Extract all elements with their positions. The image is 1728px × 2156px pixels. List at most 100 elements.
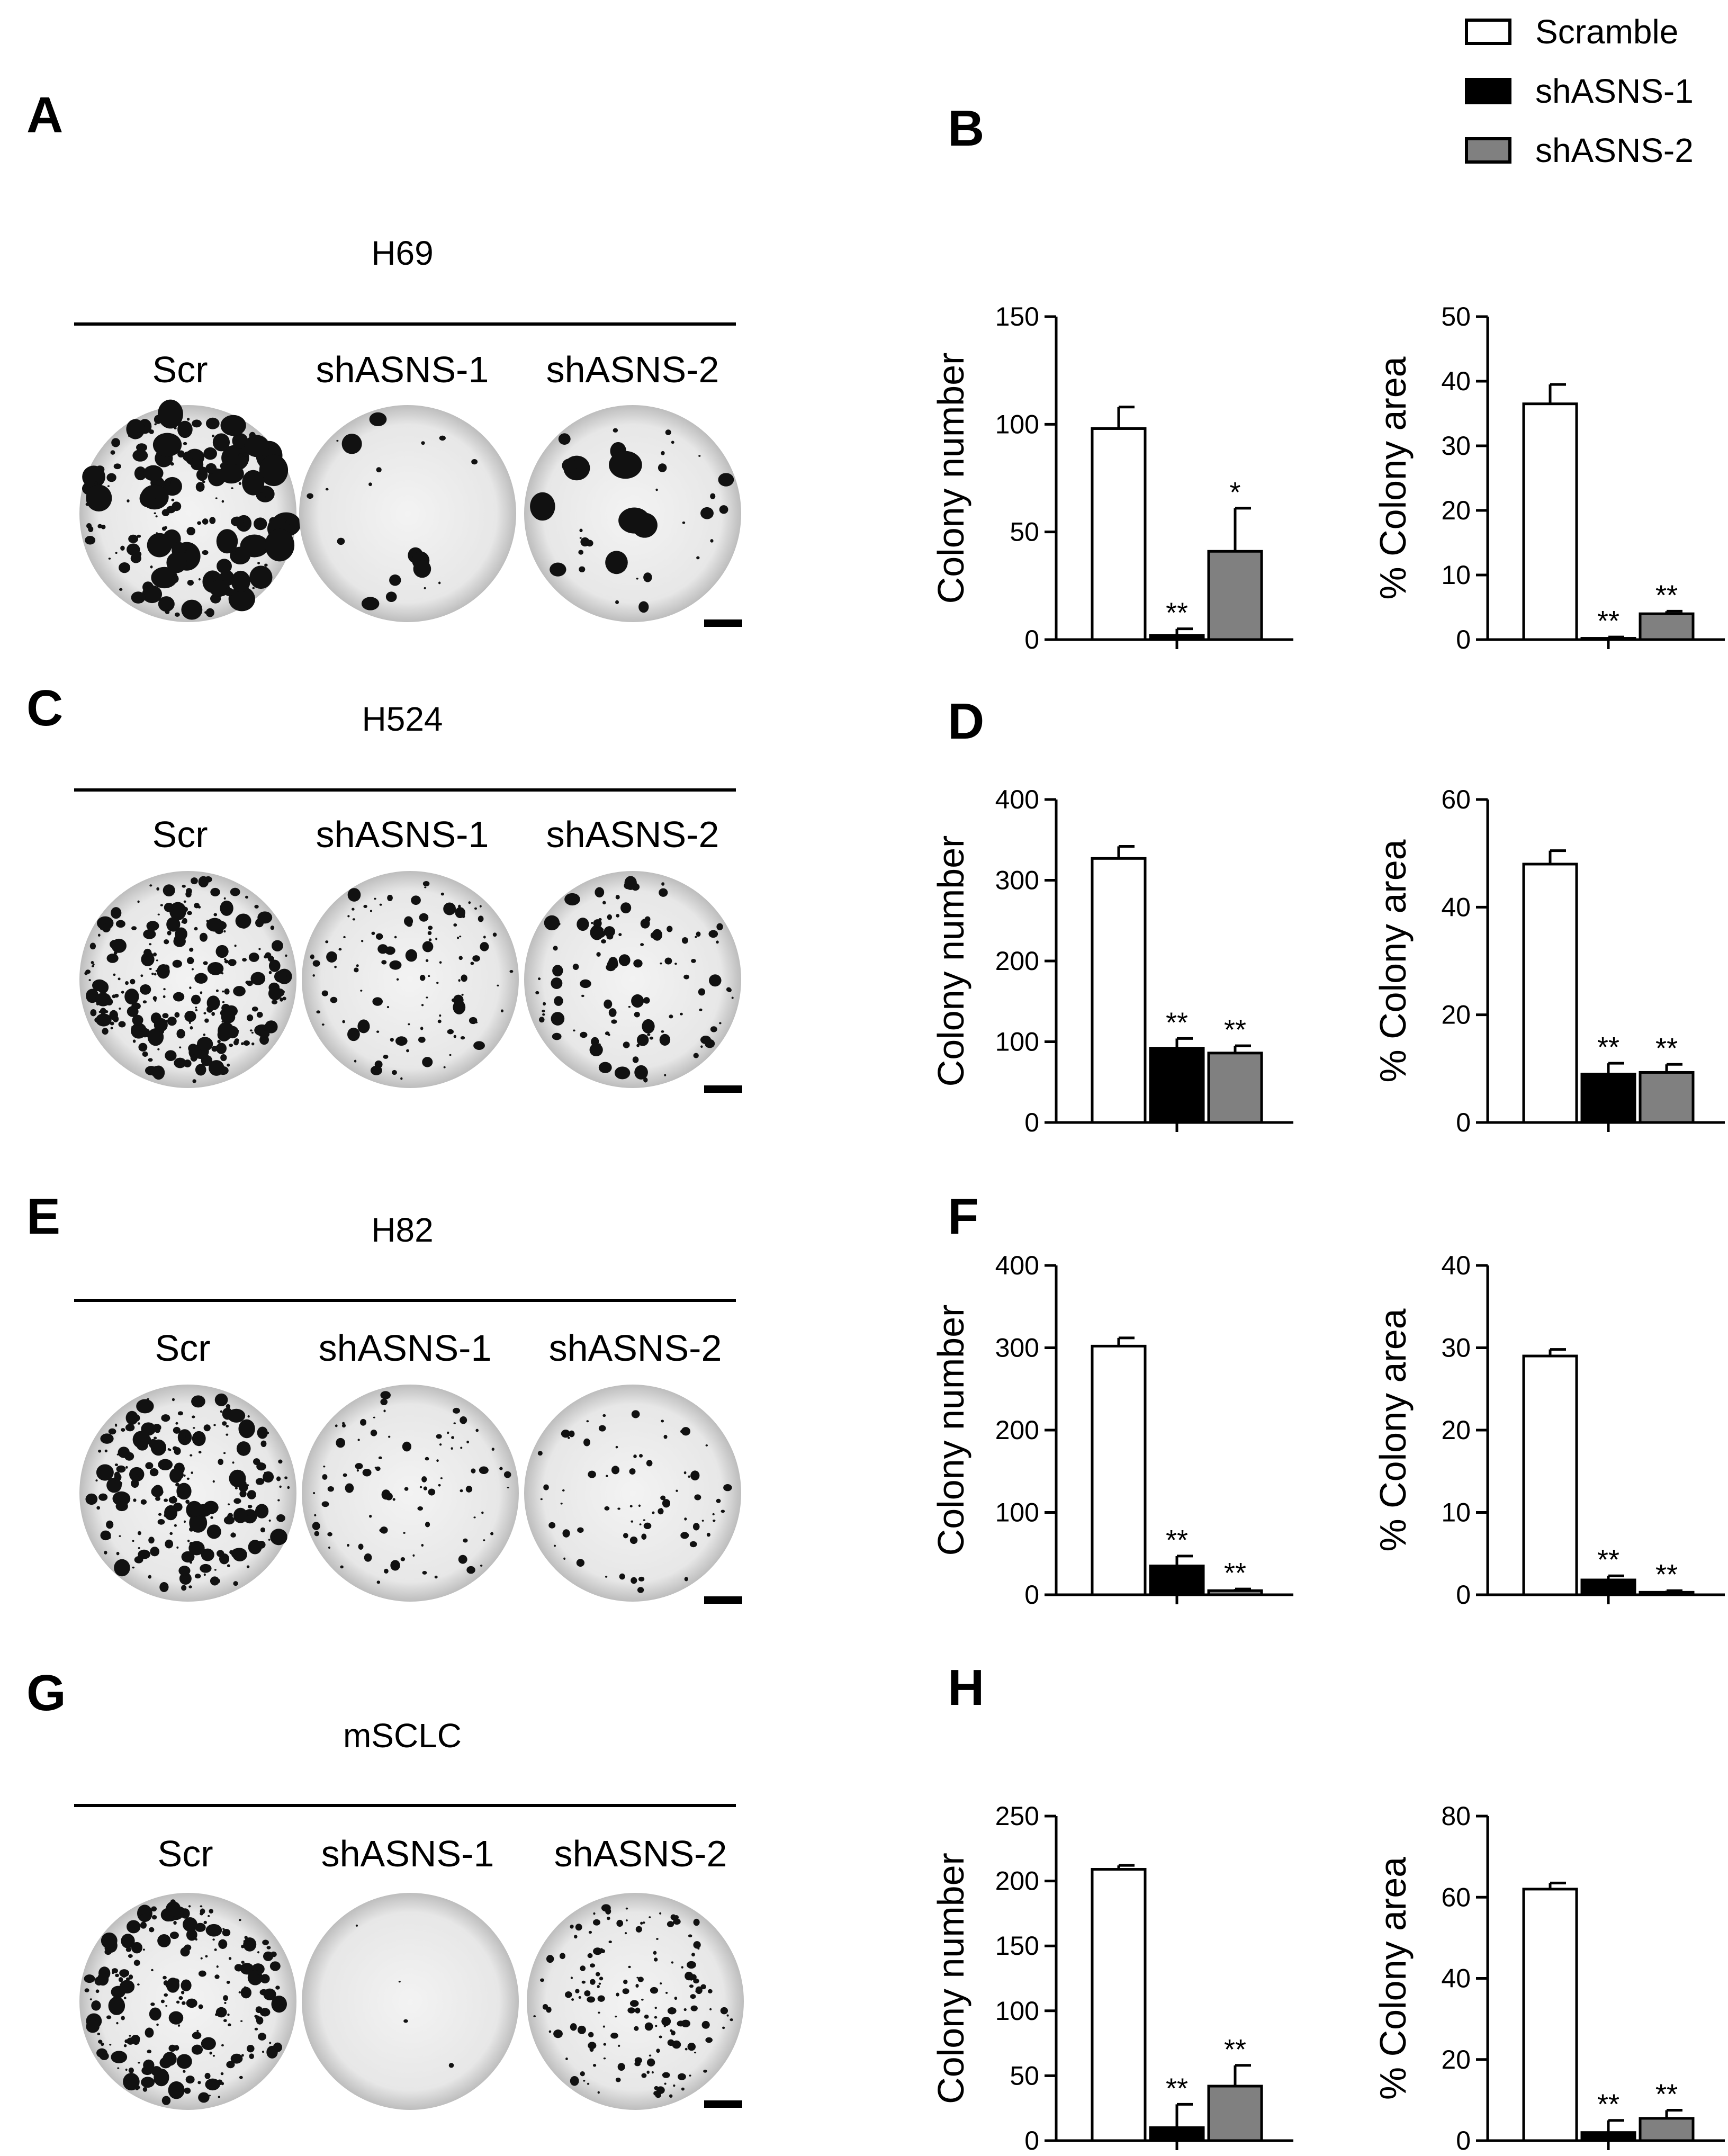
colony-dot xyxy=(186,1477,190,1480)
colony-dot xyxy=(490,1532,494,1535)
colony-dot xyxy=(710,539,714,543)
bar-chart: H 0 50 100 150 200 250 Colony number ** ** xyxy=(930,1659,1293,2155)
colony-dot xyxy=(579,537,582,539)
colony-dot xyxy=(644,2014,649,2019)
panel-letter: D xyxy=(948,693,984,750)
colony-dot xyxy=(233,986,246,996)
colony-dot xyxy=(473,1516,476,1519)
colony-dot xyxy=(258,2033,266,2041)
y-tick-label: 0 xyxy=(1024,625,1039,654)
colony-dot xyxy=(85,969,91,974)
colony-dot xyxy=(701,2020,710,2029)
colony-dot xyxy=(680,1532,689,1539)
colony-dot xyxy=(145,1462,154,1470)
colony-dot xyxy=(227,1515,229,1518)
colony-dot xyxy=(608,1008,617,1017)
colony-dot xyxy=(697,1947,700,1950)
significance-label: ** xyxy=(1166,1524,1188,1556)
colony-dot xyxy=(634,2026,639,2031)
colony-dot xyxy=(167,1017,177,1026)
colony-dot xyxy=(330,996,338,1003)
colony-dot xyxy=(242,958,247,962)
colony-dot xyxy=(640,918,650,929)
colony-dot xyxy=(443,1066,446,1068)
colony-dot xyxy=(198,876,209,888)
colony-dot xyxy=(192,1431,206,1447)
colony-dot xyxy=(137,534,141,538)
colony-dot xyxy=(191,1471,193,1474)
colony-dot xyxy=(205,608,214,617)
colony-dot xyxy=(481,1511,484,1514)
y-tick-label: 400 xyxy=(995,785,1039,814)
colony-dot xyxy=(347,915,350,918)
colony-dot xyxy=(360,990,363,992)
colony-dot xyxy=(170,462,174,466)
significance-label: ** xyxy=(1224,1557,1246,1589)
colony-dot xyxy=(192,1415,195,1418)
colony-dot xyxy=(375,1466,381,1471)
colony-dot xyxy=(119,1535,121,1537)
colony-dot xyxy=(143,2059,155,2071)
colony-dot xyxy=(121,2016,125,2020)
colony-dot xyxy=(141,952,155,966)
colony-dot xyxy=(216,1965,219,1968)
colony-dot xyxy=(223,1995,228,2001)
colony-dot xyxy=(185,1499,190,1504)
colony-dot xyxy=(674,1915,679,1920)
colony-dot xyxy=(174,1012,180,1018)
colony-dot xyxy=(186,527,195,536)
condition-label: Scr xyxy=(152,814,208,855)
colony-dot xyxy=(229,1044,233,1047)
colony-dot xyxy=(240,1987,251,1999)
colony-dot xyxy=(97,933,101,937)
legend-swatch xyxy=(1465,78,1511,104)
culture-dish xyxy=(302,1893,519,2110)
bar-chart: 0 10 20 30 40 % Colony area ** ** xyxy=(1372,1251,1725,1610)
colony-dot xyxy=(483,936,486,939)
colony-dot xyxy=(695,1986,703,1995)
colony-dot xyxy=(175,1422,178,1425)
y-tick-label: 40 xyxy=(1441,892,1471,922)
colony-dot xyxy=(730,2018,733,2022)
colony-dot xyxy=(577,918,589,931)
colony-dot xyxy=(587,1996,596,2003)
y-tick-label: 30 xyxy=(1441,1333,1471,1363)
colony-dot xyxy=(652,929,662,941)
dish-surface xyxy=(524,1385,741,1602)
colony-dot xyxy=(321,1501,329,1507)
panel-letter: C xyxy=(26,680,63,736)
colony-dot xyxy=(497,984,499,987)
colony-dot xyxy=(243,1937,257,1952)
colony-dot xyxy=(203,1012,206,1014)
colony-dot xyxy=(360,1418,367,1426)
colony-dot xyxy=(136,1433,151,1447)
colony-dot xyxy=(195,1064,206,1076)
colony-dot xyxy=(636,578,638,580)
colony-dot xyxy=(598,918,602,921)
colony-dot xyxy=(212,433,230,452)
colony-dot xyxy=(569,1430,575,1438)
colony-dot xyxy=(483,1539,485,1541)
panel-letter: A xyxy=(26,87,63,143)
colony-dot xyxy=(466,1566,475,1574)
colony-dot xyxy=(238,1991,241,1993)
colony-dot xyxy=(618,507,651,534)
colony-dot xyxy=(694,2052,697,2054)
colony-dot xyxy=(137,432,140,435)
colony-dot xyxy=(166,1978,180,1993)
colony-dot xyxy=(116,1465,126,1473)
colony-dot xyxy=(590,1979,596,1985)
colony-dot xyxy=(84,1988,89,1992)
colony-dot xyxy=(615,600,619,604)
significance-label: ** xyxy=(1166,1007,1188,1038)
colony-dot xyxy=(284,1476,288,1479)
colony-dot xyxy=(471,1468,476,1474)
colony-dot xyxy=(633,959,643,968)
colony-dot xyxy=(194,1574,201,1579)
colony-dot xyxy=(325,940,329,944)
colony-dot xyxy=(243,1040,250,1046)
colony-dot xyxy=(168,1496,177,1504)
colony-dot xyxy=(603,2057,606,2060)
colony-dot xyxy=(342,1020,345,1023)
colony-dot xyxy=(696,931,701,937)
